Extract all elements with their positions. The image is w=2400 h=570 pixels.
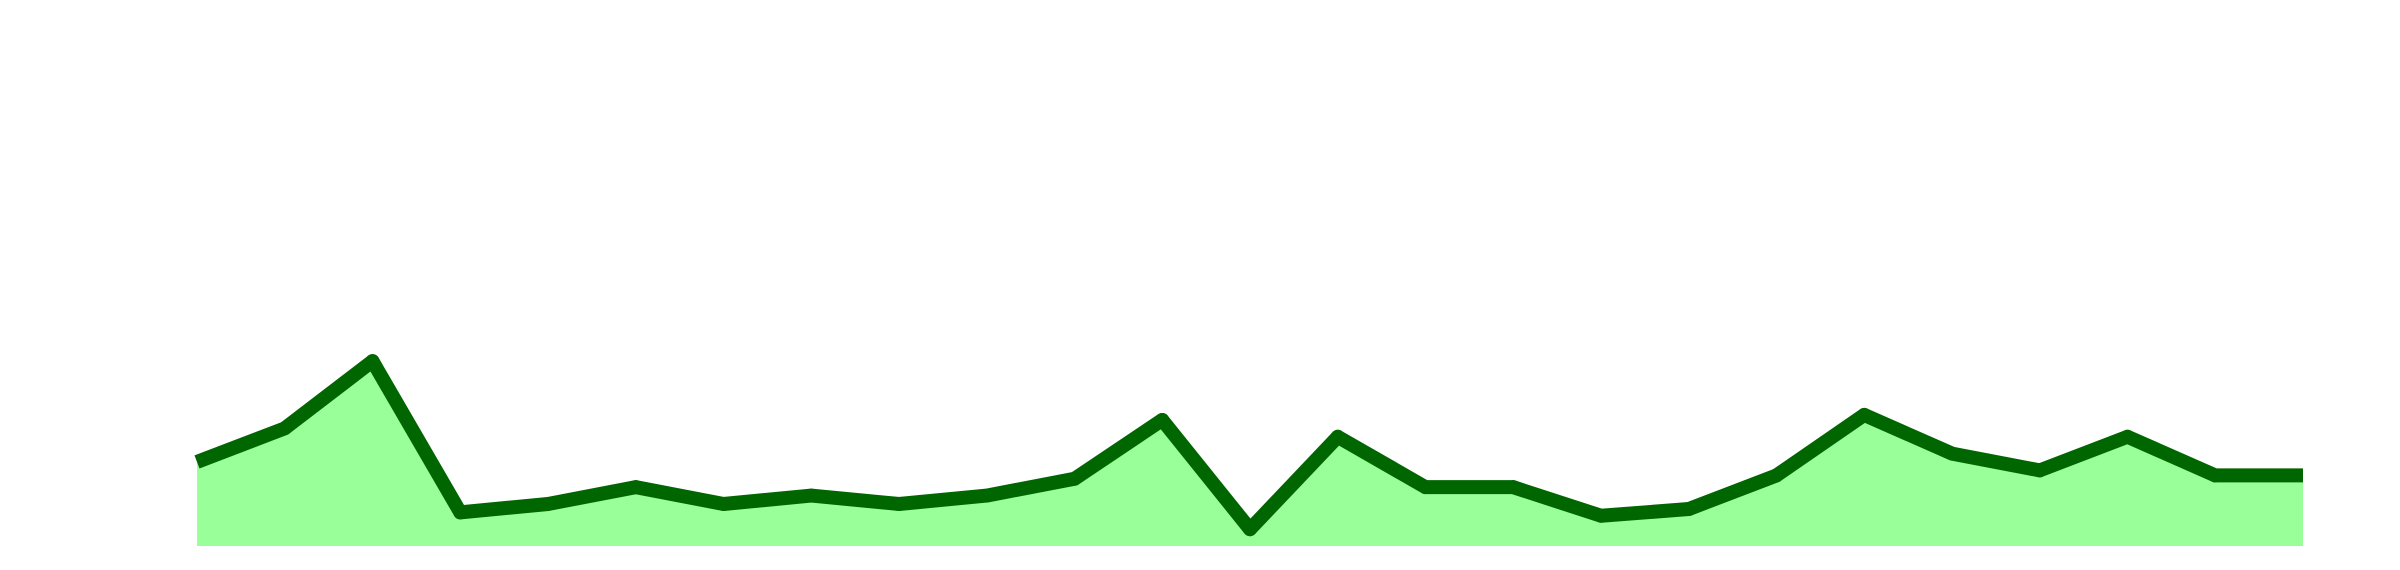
data-point (628, 480, 643, 495)
data-point (365, 354, 380, 369)
data-point (1067, 471, 1082, 486)
data-point (804, 488, 819, 503)
data-point (1243, 522, 1257, 537)
data-point (2208, 468, 2223, 483)
data-point (2120, 429, 2135, 444)
data-point (1418, 480, 1433, 495)
data-point (1594, 508, 1608, 523)
data-point (1330, 429, 1345, 444)
data-point (541, 496, 555, 511)
data-point (1681, 502, 1696, 517)
data-point (979, 488, 994, 503)
data-point (1506, 480, 1521, 495)
area-fill (197, 361, 2303, 546)
data-point (1945, 446, 1959, 461)
data-point (453, 505, 468, 520)
data-point (892, 496, 906, 511)
point-layer (277, 354, 2223, 537)
data-point (1857, 407, 1872, 422)
data-point (2032, 463, 2047, 478)
data-point (1769, 468, 1784, 483)
data-point (277, 421, 292, 436)
data-point (1155, 412, 1170, 427)
area-layer (197, 361, 2303, 546)
data-point (716, 496, 731, 511)
